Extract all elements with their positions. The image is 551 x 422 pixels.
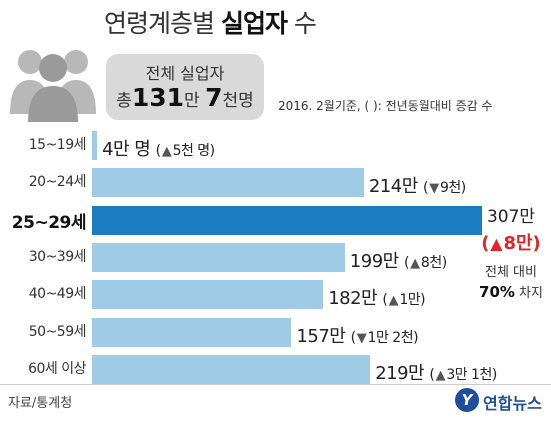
bar	[92, 205, 482, 235]
highlight-annotation: 307만 (▲8만) 전체 대비 70% 차지	[475, 202, 547, 301]
share-label: 전체 대비	[485, 265, 537, 280]
bar	[92, 168, 364, 198]
bar-row: 60세 이상 219만 (▲3만 1천)	[0, 354, 551, 385]
bar-value-label: 214만 (▼9천)	[368, 176, 466, 198]
bar	[92, 131, 98, 160]
age-label: 15~19세	[28, 137, 87, 153]
bar-row: 30~39세 199만 (▲8천)	[0, 242, 551, 273]
age-label: 30~39세	[28, 248, 87, 265]
up-arrow-icon: ▲	[410, 255, 420, 271]
title-suffix: 수	[286, 9, 317, 38]
bar	[92, 280, 324, 310]
basis-note: 2016. 2월기준, ( ): 전년동월대비 증감 수	[278, 99, 493, 113]
yonhap-logo: Y 연합뉴스	[455, 387, 545, 415]
bar-value-label: 4만 명 (▲5천 명)	[102, 139, 215, 160]
source-note: 자료/통계청	[8, 396, 73, 411]
bar	[92, 354, 371, 384]
bar	[92, 242, 345, 272]
bar-value-label: 219만 (▲3만 1천)	[375, 362, 497, 384]
highlight-change: (▲8만)	[481, 233, 541, 254]
bar	[92, 317, 292, 347]
total-unemployed-box: 전체 실업자 총131만 7천명	[106, 54, 264, 120]
title-bold: 실업자	[220, 9, 288, 38]
bar-row: 25~29세	[0, 205, 551, 236]
up-arrow-icon: ▲	[490, 234, 503, 253]
age-label: 40~49세	[28, 286, 87, 303]
bar-row: 20~24세 214만 (▼9천)	[0, 168, 551, 198]
bar-value-label: 182만 (▲1만)	[328, 288, 426, 310]
bar-row: 50~59세 157만 (▼1만 2천)	[0, 317, 551, 348]
chart-title: 연령계층별 실업자 수	[104, 4, 317, 40]
bar-row: 15~19세 4만 명 (▲5천 명)	[0, 131, 551, 161]
title-prefix: 연령계층별	[104, 9, 221, 38]
total-label: 전체 실업자	[145, 64, 225, 83]
total-value: 총131만 7천명	[116, 83, 254, 112]
bar-row: 40~49세 182만 (▲1만)	[0, 280, 551, 310]
age-label: 60세 이상	[28, 360, 86, 377]
up-arrow-icon: ▲	[161, 144, 172, 159]
highlight-value: 307만	[486, 207, 536, 227]
down-arrow-icon: ▼	[429, 181, 439, 197]
age-label: 25~29세	[11, 212, 87, 233]
footer-divider	[0, 384, 551, 385]
up-arrow-icon: ▲	[435, 367, 446, 383]
down-arrow-icon: ▼	[356, 330, 367, 346]
age-label: 20~24세	[28, 174, 87, 191]
logo-text: 연합뉴스	[483, 394, 542, 413]
bar-value-label: 157만 (▼1만 2천)	[296, 325, 419, 347]
logo-mark-icon: Y	[455, 388, 479, 412]
up-arrow-icon: ▲	[388, 293, 399, 309]
age-label: 50~59세	[28, 323, 87, 340]
people-icon	[10, 50, 96, 122]
share-value: 70% 차지	[479, 283, 543, 301]
bar-value-label: 199만 (▲8천)	[349, 250, 447, 272]
